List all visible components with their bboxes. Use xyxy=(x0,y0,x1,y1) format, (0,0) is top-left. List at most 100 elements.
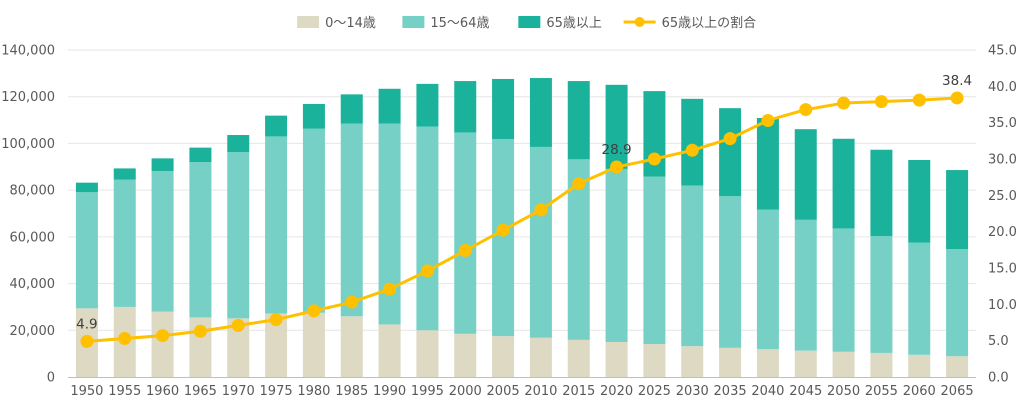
x-tick-label: 2060 xyxy=(903,384,936,399)
bar-segment-age-15-64 xyxy=(832,228,855,352)
ratio-point xyxy=(837,96,851,110)
bar-segment-age-0-14 xyxy=(832,351,855,377)
x-tick-label: 1990 xyxy=(373,384,406,399)
ratio-point xyxy=(269,313,283,327)
right-tick-label: 25.0 xyxy=(988,189,1017,204)
ratio-point xyxy=(723,132,737,146)
x-tick-label: 2020 xyxy=(600,384,633,399)
bar-segment-age-0-14 xyxy=(870,352,893,377)
bar-segment-age-65-plus xyxy=(75,182,98,193)
bar-segment-age-15-64 xyxy=(492,138,515,337)
legend-swatch xyxy=(402,16,425,28)
left-tick-label: 60,000 xyxy=(10,230,56,245)
bar-segment-age-65-plus xyxy=(643,91,666,177)
x-axis: 1950 1955 1960 1965 1970 1975 1980 1985 1990 1995… xyxy=(68,377,976,399)
ratio-point xyxy=(534,203,548,217)
bar-segment-age-15-64 xyxy=(908,242,931,355)
bar-segment-age-15-64 xyxy=(605,168,628,342)
bar-segment-age-65-plus xyxy=(265,115,288,137)
left-tick-label: 40,000 xyxy=(10,277,56,292)
right-tick-label: 20.0 xyxy=(988,225,1017,240)
ratio-point xyxy=(685,143,699,157)
bar-segment-age-65-plus xyxy=(189,147,212,163)
ratio-data-label: 38.4 xyxy=(942,73,972,89)
bar-segment-age-0-14 xyxy=(946,356,969,377)
bar-segment-age-15-64 xyxy=(946,249,969,357)
bar-segment-age-65-plus xyxy=(227,135,250,153)
bar-segment-age-65-plus xyxy=(605,84,628,169)
bar-segment-age-15-64 xyxy=(302,128,325,313)
ratio-series-line xyxy=(86,96,958,343)
ratio-point xyxy=(496,223,510,237)
bar-segment-age-65-plus xyxy=(454,81,477,133)
bar-segment-age-15-64 xyxy=(378,123,401,325)
legend-label: 65歳以上 xyxy=(546,16,602,31)
x-tick-label: 1975 xyxy=(260,384,293,399)
legend-marker xyxy=(634,17,645,27)
bar-segment-age-65-plus xyxy=(340,94,363,124)
bar-segment-age-65-plus xyxy=(946,170,969,250)
ratio-point xyxy=(383,282,397,296)
bar-segment-age-65-plus xyxy=(151,158,174,171)
bar-segment-age-15-64 xyxy=(719,196,742,348)
legend-label: 65歳以上の割合 xyxy=(662,15,757,31)
ratio-point xyxy=(420,264,434,278)
bar-segment-age-15-64 xyxy=(794,219,817,351)
right-tick-label: 5.0 xyxy=(988,334,1009,349)
ratio-point xyxy=(610,160,624,174)
bar-segment-age-65-plus xyxy=(681,98,704,186)
bar-segment-age-0-14 xyxy=(227,318,250,377)
x-tick-label: 2045 xyxy=(789,384,822,399)
bar-segment-age-0-14 xyxy=(719,347,742,377)
bar-segment-age-15-64 xyxy=(756,209,779,350)
legend-swatch xyxy=(297,16,320,28)
bar-segment-age-15-64 xyxy=(643,176,666,345)
bar-segment-age-65-plus xyxy=(908,160,931,243)
x-tick-label: 1950 xyxy=(70,384,103,399)
left-tick-label: 20,000 xyxy=(10,324,56,339)
bar-segment-age-65-plus xyxy=(719,108,742,197)
x-tick-label: 2035 xyxy=(714,384,747,399)
bar-segment-age-15-64 xyxy=(567,159,590,340)
bar-segment-age-15-64 xyxy=(113,179,136,307)
x-tick-label: 2000 xyxy=(449,384,482,399)
left-tick-label: 0 xyxy=(47,371,55,386)
x-tick-label: 1980 xyxy=(297,384,330,399)
bar-segment-age-0-14 xyxy=(908,354,931,377)
bar-segment-age-15-64 xyxy=(529,146,552,338)
stacked-bars xyxy=(75,78,969,377)
ratio-point xyxy=(761,113,775,127)
x-tick-label: 2025 xyxy=(638,384,671,399)
bar-segment-age-0-14 xyxy=(492,336,515,377)
right-tick-label: 10.0 xyxy=(988,298,1017,313)
bar-segment-age-0-14 xyxy=(605,341,628,377)
bar-segment-age-15-64 xyxy=(265,136,288,314)
right-tick-label: 30.0 xyxy=(988,153,1017,168)
ratio-point xyxy=(950,91,964,105)
bar-segment-age-0-14 xyxy=(454,333,477,377)
bar-segment-age-15-64 xyxy=(189,162,212,318)
bar-segment-age-65-plus xyxy=(302,103,325,129)
ratio-point xyxy=(647,152,661,166)
x-tick-label: 2030 xyxy=(676,384,709,399)
x-tick-label: 1970 xyxy=(222,384,255,399)
x-tick-label: 1955 xyxy=(108,384,141,399)
ratio-line xyxy=(80,91,964,348)
ratio-point xyxy=(193,324,207,338)
bar-segment-age-0-14 xyxy=(756,349,779,377)
bar-segment-age-0-14 xyxy=(265,313,288,377)
right-tick-label: 35.0 xyxy=(988,116,1017,131)
ratio-point xyxy=(231,318,245,332)
bar-segment-age-15-64 xyxy=(416,126,439,331)
bar-segment-age-15-64 xyxy=(75,192,98,309)
bar-segment-age-65-plus xyxy=(870,149,893,237)
x-tick-label: 2050 xyxy=(827,384,860,399)
bar-segment-age-0-14 xyxy=(794,350,817,377)
bar-segment-age-0-14 xyxy=(151,311,174,377)
left-y-axis: 0 20,000 40,000 60,000 80,000 100,000 120,000 1… xyxy=(1,44,55,386)
ratio-point xyxy=(118,331,132,345)
left-tick-label: 140,000 xyxy=(1,44,55,59)
ratio-point xyxy=(80,334,94,348)
bar-segment-age-0-14 xyxy=(529,337,552,377)
